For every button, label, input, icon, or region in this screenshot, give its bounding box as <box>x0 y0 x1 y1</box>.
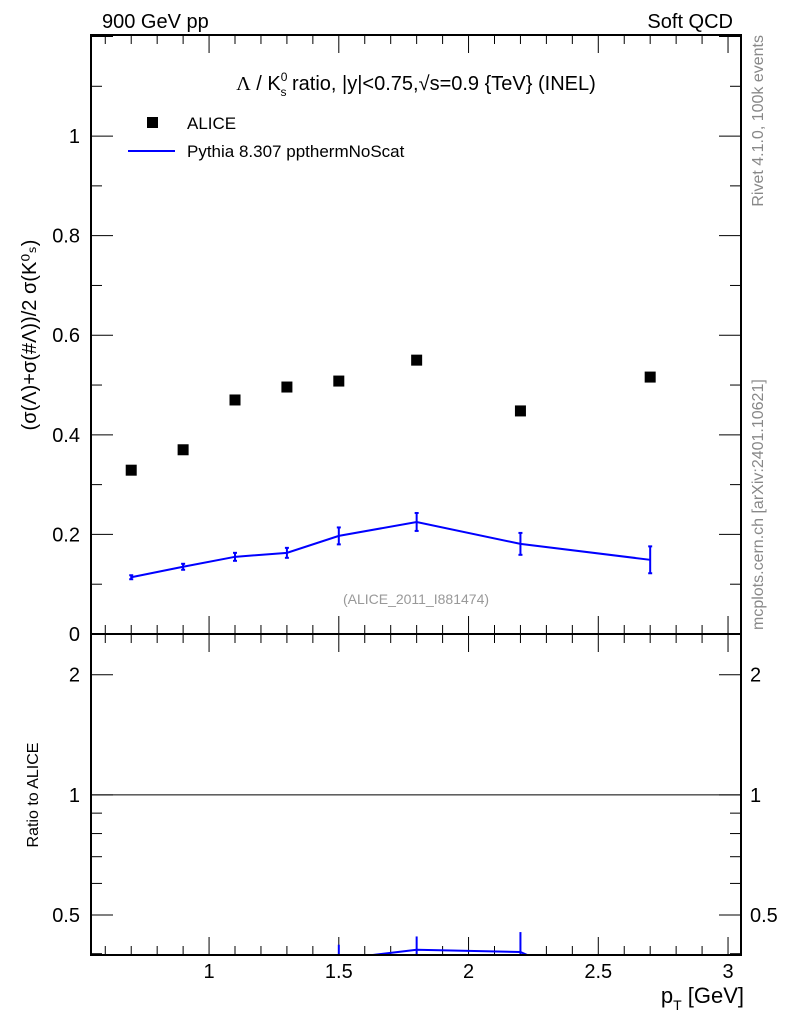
title-part: s=0.9 {TeV} (INEL) <box>430 73 596 95</box>
ratio-marks <box>337 932 530 955</box>
alice-point <box>177 444 189 456</box>
x-tick-label: 2.5 <box>584 961 612 983</box>
side-label-mcplots: mcplots.cern.ch [arXiv:2401.10621] <box>750 379 767 630</box>
y-axis-label-ratio: Ratio to ALICE <box>25 743 42 848</box>
ratio-frame <box>90 633 742 956</box>
alice-point <box>333 375 345 387</box>
legend-alice-marker <box>147 117 158 128</box>
x-tick-label: 1.5 <box>325 961 353 983</box>
title-part: ratio, |y|<0.75, <box>286 73 418 95</box>
y-tick-label-ratio-right: 2 <box>750 665 761 687</box>
xlabel-sub: T <box>673 997 682 1013</box>
title-sqrt: √ <box>419 73 430 95</box>
side-label-rivet: Rivet 4.1.0, 100k events <box>750 35 767 207</box>
alice-point <box>411 354 423 366</box>
alice-point <box>229 394 241 406</box>
y-tick-label: 0.8 <box>52 226 80 248</box>
watermark: (ALICE_2011_I881474) <box>343 591 489 607</box>
x-tick-label: 2 <box>463 961 474 983</box>
header-left: 900 GeV pp <box>102 11 209 33</box>
header-right: Soft QCD <box>647 11 733 33</box>
x-tick-label: 1 <box>204 961 215 983</box>
y-tick-label: 0.2 <box>52 524 80 546</box>
title-sup: 0 <box>281 70 288 84</box>
legend-pythia-label: Pythia 8.307 ppthermNoScat <box>187 142 405 161</box>
title-part: / K <box>251 73 282 95</box>
y-tick-label: 0.6 <box>52 325 80 347</box>
ratio-pythia-line <box>364 948 530 955</box>
alice-point <box>514 405 526 417</box>
pythia-line <box>131 520 651 579</box>
alice-point <box>644 371 656 383</box>
title-sub: s <box>280 85 286 99</box>
x-tick-label: 3 <box>722 961 733 983</box>
y-tick-label-ratio: 1 <box>69 785 80 807</box>
y-tick-label: 1 <box>69 126 80 148</box>
y-tick-label: 0 <box>69 624 80 646</box>
x-axis-label: pT [GeV] <box>661 983 744 1013</box>
y-tick-label-ratio: 2 <box>69 665 80 687</box>
y-tick-label-ratio-right: 0.5 <box>750 905 778 927</box>
alice-point <box>125 464 137 476</box>
y-axis-label-main: (σ(Λ)+σ(#Λ))/2 σ(K⁰ₛ) <box>19 240 41 431</box>
y-tick-label: 0.4 <box>52 425 80 447</box>
xlabel-p: p <box>661 983 673 1008</box>
main-title: Λ / K0 s ratio, |y|<0.75,√s=0.9 {TeV} (IN… <box>236 70 596 99</box>
xlabel-unit: [GeV] <box>682 983 744 1008</box>
legend-alice-label: ALICE <box>187 114 236 133</box>
title-lambda: Λ <box>236 73 251 95</box>
y-tick-label-ratio-right: 1 <box>750 785 761 807</box>
y-tick-label-ratio: 0.5 <box>52 905 80 927</box>
alice-point <box>281 381 293 393</box>
